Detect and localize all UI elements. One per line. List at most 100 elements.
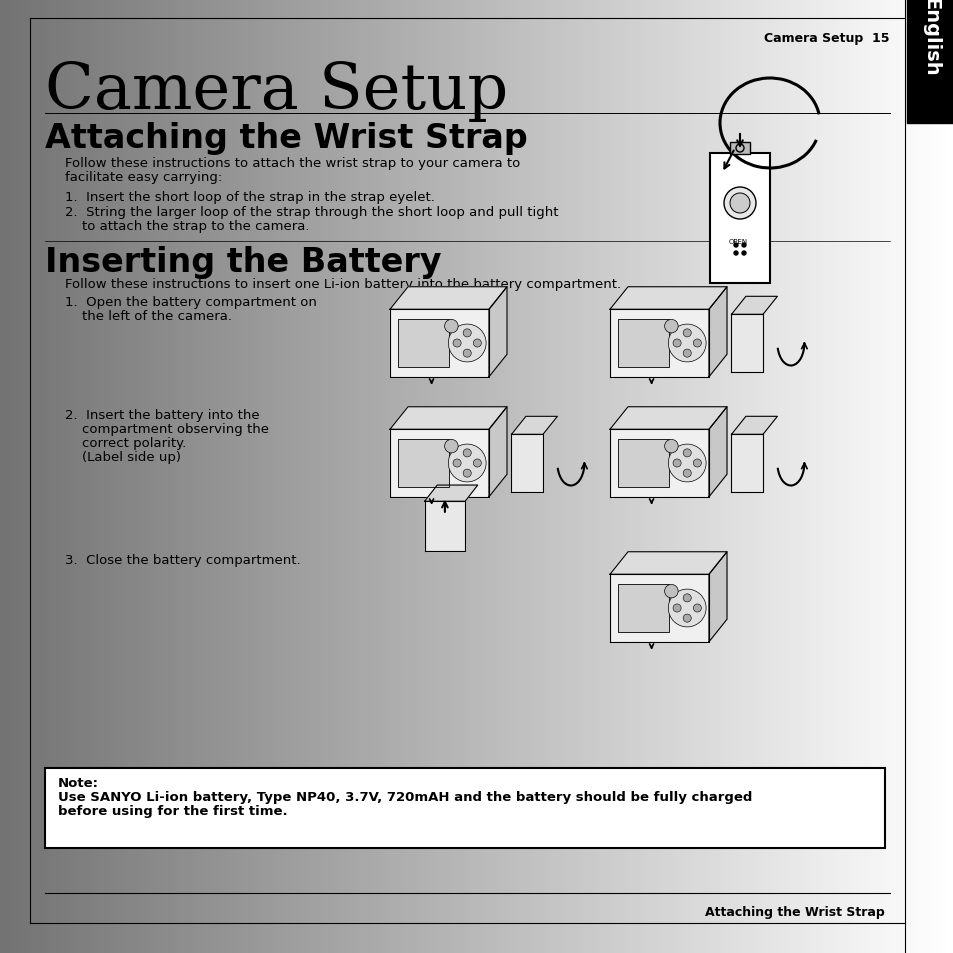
Bar (496, 0, 501, 953)
Bar (29, 0, 34, 953)
Polygon shape (708, 407, 726, 497)
Bar (905, 0, 911, 953)
Bar (681, 0, 687, 953)
Circle shape (672, 339, 680, 348)
Bar (862, 0, 868, 953)
Bar (24, 0, 30, 953)
Bar (152, 0, 158, 953)
Bar (95, 0, 101, 953)
Bar (438, 0, 444, 953)
Bar (667, 0, 673, 953)
Bar (658, 0, 663, 953)
Circle shape (664, 440, 678, 454)
Bar (114, 0, 120, 953)
Text: to attach the strap to the camera.: to attach the strap to the camera. (65, 220, 309, 233)
Polygon shape (489, 407, 506, 497)
Bar (924, 0, 930, 953)
Bar (618, 440, 669, 487)
Text: English: English (920, 0, 939, 76)
Bar (858, 0, 863, 953)
Bar (643, 0, 649, 953)
Bar (801, 0, 806, 953)
Circle shape (733, 252, 738, 255)
Text: Use SANYO Li-ion battery, Type NP40, 3.7V, 720mAH and the battery should be full: Use SANYO Li-ion battery, Type NP40, 3.7… (58, 790, 752, 803)
Bar (138, 0, 144, 953)
Bar (882, 0, 887, 953)
Polygon shape (609, 310, 708, 377)
Circle shape (463, 350, 471, 357)
Bar (867, 0, 873, 953)
Bar (410, 0, 416, 953)
Bar (529, 0, 535, 953)
Bar (319, 0, 325, 953)
Circle shape (693, 459, 700, 468)
Bar (343, 0, 349, 953)
Bar (100, 0, 106, 953)
Bar (500, 0, 506, 953)
Bar (710, 0, 716, 953)
Text: OPEN: OPEN (728, 239, 747, 245)
Bar (305, 0, 311, 953)
Bar (720, 0, 725, 953)
Bar (214, 0, 220, 953)
Bar (405, 0, 411, 953)
Bar (486, 0, 492, 953)
Text: Camera Setup  15: Camera Setup 15 (763, 32, 889, 45)
Circle shape (729, 193, 749, 213)
Bar (724, 0, 730, 953)
Circle shape (463, 330, 471, 337)
Circle shape (668, 590, 705, 627)
Circle shape (448, 325, 486, 362)
Bar (272, 0, 277, 953)
Bar (257, 0, 263, 953)
Bar (910, 0, 916, 953)
Bar (205, 0, 211, 953)
Bar (314, 0, 320, 953)
Circle shape (672, 459, 680, 468)
Polygon shape (731, 315, 762, 373)
Bar (796, 0, 801, 953)
Bar (715, 0, 720, 953)
Bar (939, 0, 944, 953)
Bar (133, 0, 139, 953)
Bar (33, 0, 39, 953)
Polygon shape (731, 416, 777, 435)
Bar (791, 0, 797, 953)
Bar (820, 0, 825, 953)
Bar (729, 143, 749, 154)
Bar (934, 0, 940, 953)
Bar (386, 0, 392, 953)
Polygon shape (489, 288, 506, 377)
Bar (872, 0, 878, 953)
Bar (515, 0, 520, 953)
Bar (767, 0, 773, 953)
Bar (71, 0, 77, 953)
Polygon shape (390, 430, 489, 497)
Bar (81, 0, 87, 953)
Bar (129, 0, 134, 953)
Bar (233, 0, 239, 953)
Text: Follow these instructions to attach the wrist strap to your camera to: Follow these instructions to attach the … (65, 157, 519, 170)
Bar (172, 0, 177, 953)
Bar (929, 0, 935, 953)
Text: 2.  String the larger loop of the strap through the short loop and pull tight: 2. String the larger loop of the strap t… (65, 206, 558, 219)
Text: compartment observing the: compartment observing the (65, 422, 269, 436)
Circle shape (473, 459, 481, 468)
Bar (324, 0, 330, 953)
Bar (348, 0, 354, 953)
Text: Note:: Note: (58, 776, 99, 789)
Bar (415, 0, 420, 953)
Bar (362, 0, 368, 953)
Bar (291, 0, 296, 953)
Text: 3.  Close the battery compartment.: 3. Close the battery compartment. (65, 554, 300, 566)
Circle shape (473, 339, 481, 348)
Bar (524, 0, 530, 953)
Bar (920, 0, 925, 953)
Bar (786, 0, 792, 953)
Circle shape (682, 330, 691, 337)
Bar (329, 0, 335, 953)
Circle shape (723, 188, 755, 220)
Bar (901, 0, 906, 953)
Polygon shape (390, 407, 506, 430)
Bar (709, 153, 769, 284)
